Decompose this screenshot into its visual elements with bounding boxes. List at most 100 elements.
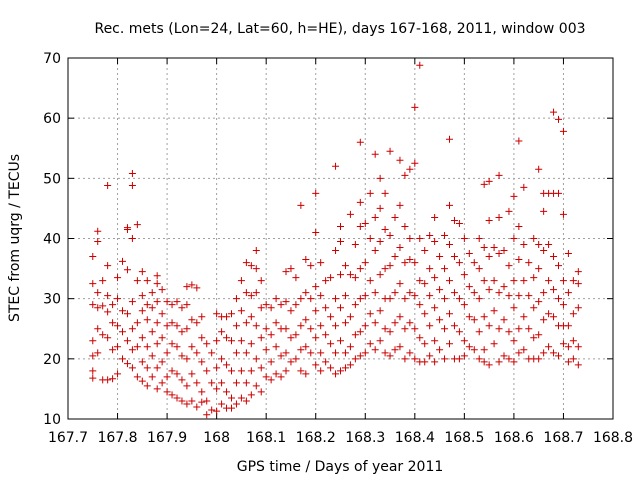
data-point [441,295,449,303]
data-point [133,343,141,351]
data-point [426,231,434,239]
data-point [535,265,543,273]
data-point [520,183,528,191]
data-point [148,328,156,336]
data-point [302,316,310,324]
data-point [252,247,260,255]
data-point [148,373,156,381]
data-point [143,382,151,390]
data-point [495,250,503,258]
data-point [138,334,146,342]
data-point [406,165,414,173]
data-point [356,138,364,146]
data-point [133,319,141,327]
data-point [188,370,196,378]
data-point [416,61,424,69]
data-point [322,331,330,339]
data-point [153,364,161,372]
data-point [213,364,221,372]
data-point [203,340,211,348]
data-point [480,277,488,285]
data-point [559,210,567,218]
data-point [485,361,493,369]
data-point [242,349,250,357]
data-point [535,331,543,339]
data-point [450,253,458,261]
data-point [475,355,483,363]
data-point [574,268,582,276]
data-point [228,367,235,375]
data-point [341,349,349,357]
data-point [173,394,181,402]
data-point [148,289,156,297]
data-point [312,228,320,236]
data-point [257,334,265,342]
data-point [232,400,240,408]
data-point [431,358,439,366]
data-point [460,271,468,279]
data-point [559,340,567,348]
data-point [89,337,97,345]
data-point [401,259,409,267]
data-point [436,346,444,354]
data-point [510,337,518,345]
data-point [470,346,478,354]
y-tick-label: 60 [43,111,61,127]
data-point [153,340,161,348]
data-point [242,379,250,387]
data-point [109,301,117,309]
data-point [163,373,171,381]
data-point [460,352,468,360]
data-point [223,334,231,342]
x-tick-label: 168.7 [543,430,583,446]
data-point [396,201,404,209]
data-point [555,189,562,197]
data-point [490,244,498,252]
data-point [232,379,240,387]
y-tick-label: 50 [43,171,61,187]
data-point [540,316,548,324]
x-tick-label: 168 [203,430,230,446]
data-point [361,322,369,330]
data-point [183,382,191,390]
data-point [480,346,488,354]
data-point [297,201,305,209]
data-point [307,262,315,270]
data-point [332,370,340,378]
data-point [128,170,136,178]
data-point [168,391,176,399]
data-point [242,259,250,267]
data-point [178,397,186,405]
data-point [505,355,513,363]
data-point [480,358,488,366]
data-point [242,397,250,405]
data-point [252,322,260,330]
data-point [455,219,463,227]
data-point [307,325,315,333]
data-point [500,352,508,360]
data-point [114,295,122,303]
data-point [564,343,572,351]
data-point [346,210,354,218]
data-point [550,313,558,321]
data-point [327,364,335,372]
data-point [99,302,107,310]
data-point [128,364,136,372]
data-point [460,235,468,242]
y-tick-label: 20 [43,352,61,368]
data-point [401,222,409,230]
data-point [346,271,354,279]
data-point [386,352,394,360]
data-point [203,411,211,419]
data-point [505,328,513,336]
axis-ticks: 167.7 167.8 167.9 168 168.1 168.2 168.3 168.4 16… [43,51,633,446]
data-point [535,165,543,173]
data-point [302,370,310,378]
data-point [376,174,384,182]
data-point [257,364,265,372]
data-point [109,346,117,354]
data-point [505,292,513,300]
data-point [559,301,567,309]
data-point [480,244,488,252]
data-point [282,298,290,306]
